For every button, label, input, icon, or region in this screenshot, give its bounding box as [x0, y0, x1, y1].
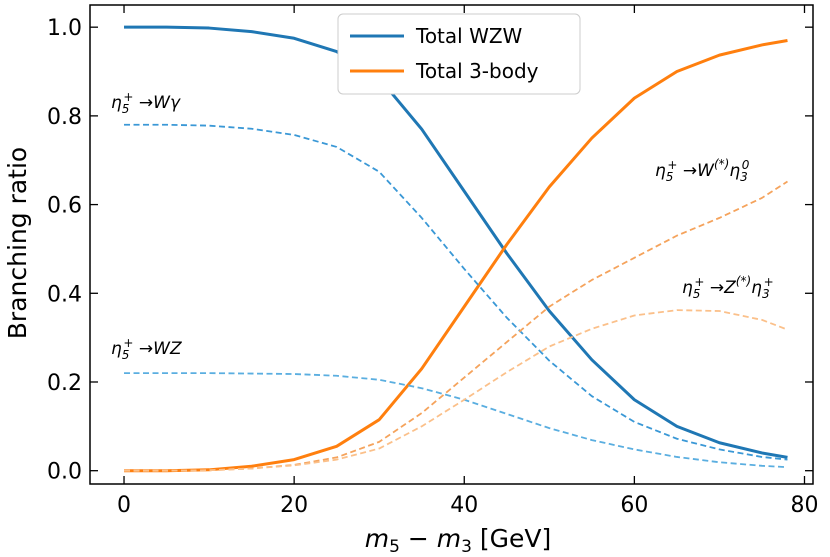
y-tick-label: 0.6	[47, 194, 82, 219]
x-tick-label: 0	[117, 493, 131, 518]
series-layer	[124, 25, 788, 473]
legend: Total WZW Total 3-body	[337, 13, 581, 95]
series-line-2	[124, 123, 788, 461]
series-line-4	[124, 180, 788, 472]
x-tick-label: 40	[450, 493, 478, 518]
y-tick-label: 0.4	[47, 282, 82, 307]
x-axis-label: m5 − m3 [GeV]	[365, 524, 552, 557]
legend-box	[337, 13, 581, 95]
y-tick-label: 0.8	[47, 105, 82, 130]
annotation-w-z: η5+ →WZ	[111, 336, 182, 362]
y-tick-label: 1.0	[47, 16, 82, 41]
series-line-1	[124, 39, 788, 473]
series-line-0	[124, 25, 788, 459]
annotation-w-gamma: η5+ →Wγ	[111, 90, 181, 116]
y-axis-label: Branching ratio	[3, 147, 32, 339]
x-tick-label: 20	[280, 493, 308, 518]
series-line-5	[124, 309, 788, 472]
legend-label-total-wzw: Total WZW	[415, 24, 523, 48]
annotation-w-eta3-0: η5+ →W(*)η30	[655, 157, 750, 184]
legend-label-total-3-body: Total 3-body	[415, 59, 539, 83]
y-tick-label: 0.0	[47, 460, 82, 485]
x-tick-label: 80	[790, 493, 818, 518]
annotation-z-eta3-plus: η5+ →Z(*)η3+	[682, 274, 774, 301]
ticks-layer: 0 20 40 60 80 0.0 0.2 0.4 0.6 0.8 1.0	[47, 5, 818, 518]
plot-frame	[89, 4, 814, 485]
x-tick-label: 60	[620, 493, 648, 518]
y-tick-label: 0.2	[47, 371, 82, 396]
series-line-3	[124, 372, 788, 469]
